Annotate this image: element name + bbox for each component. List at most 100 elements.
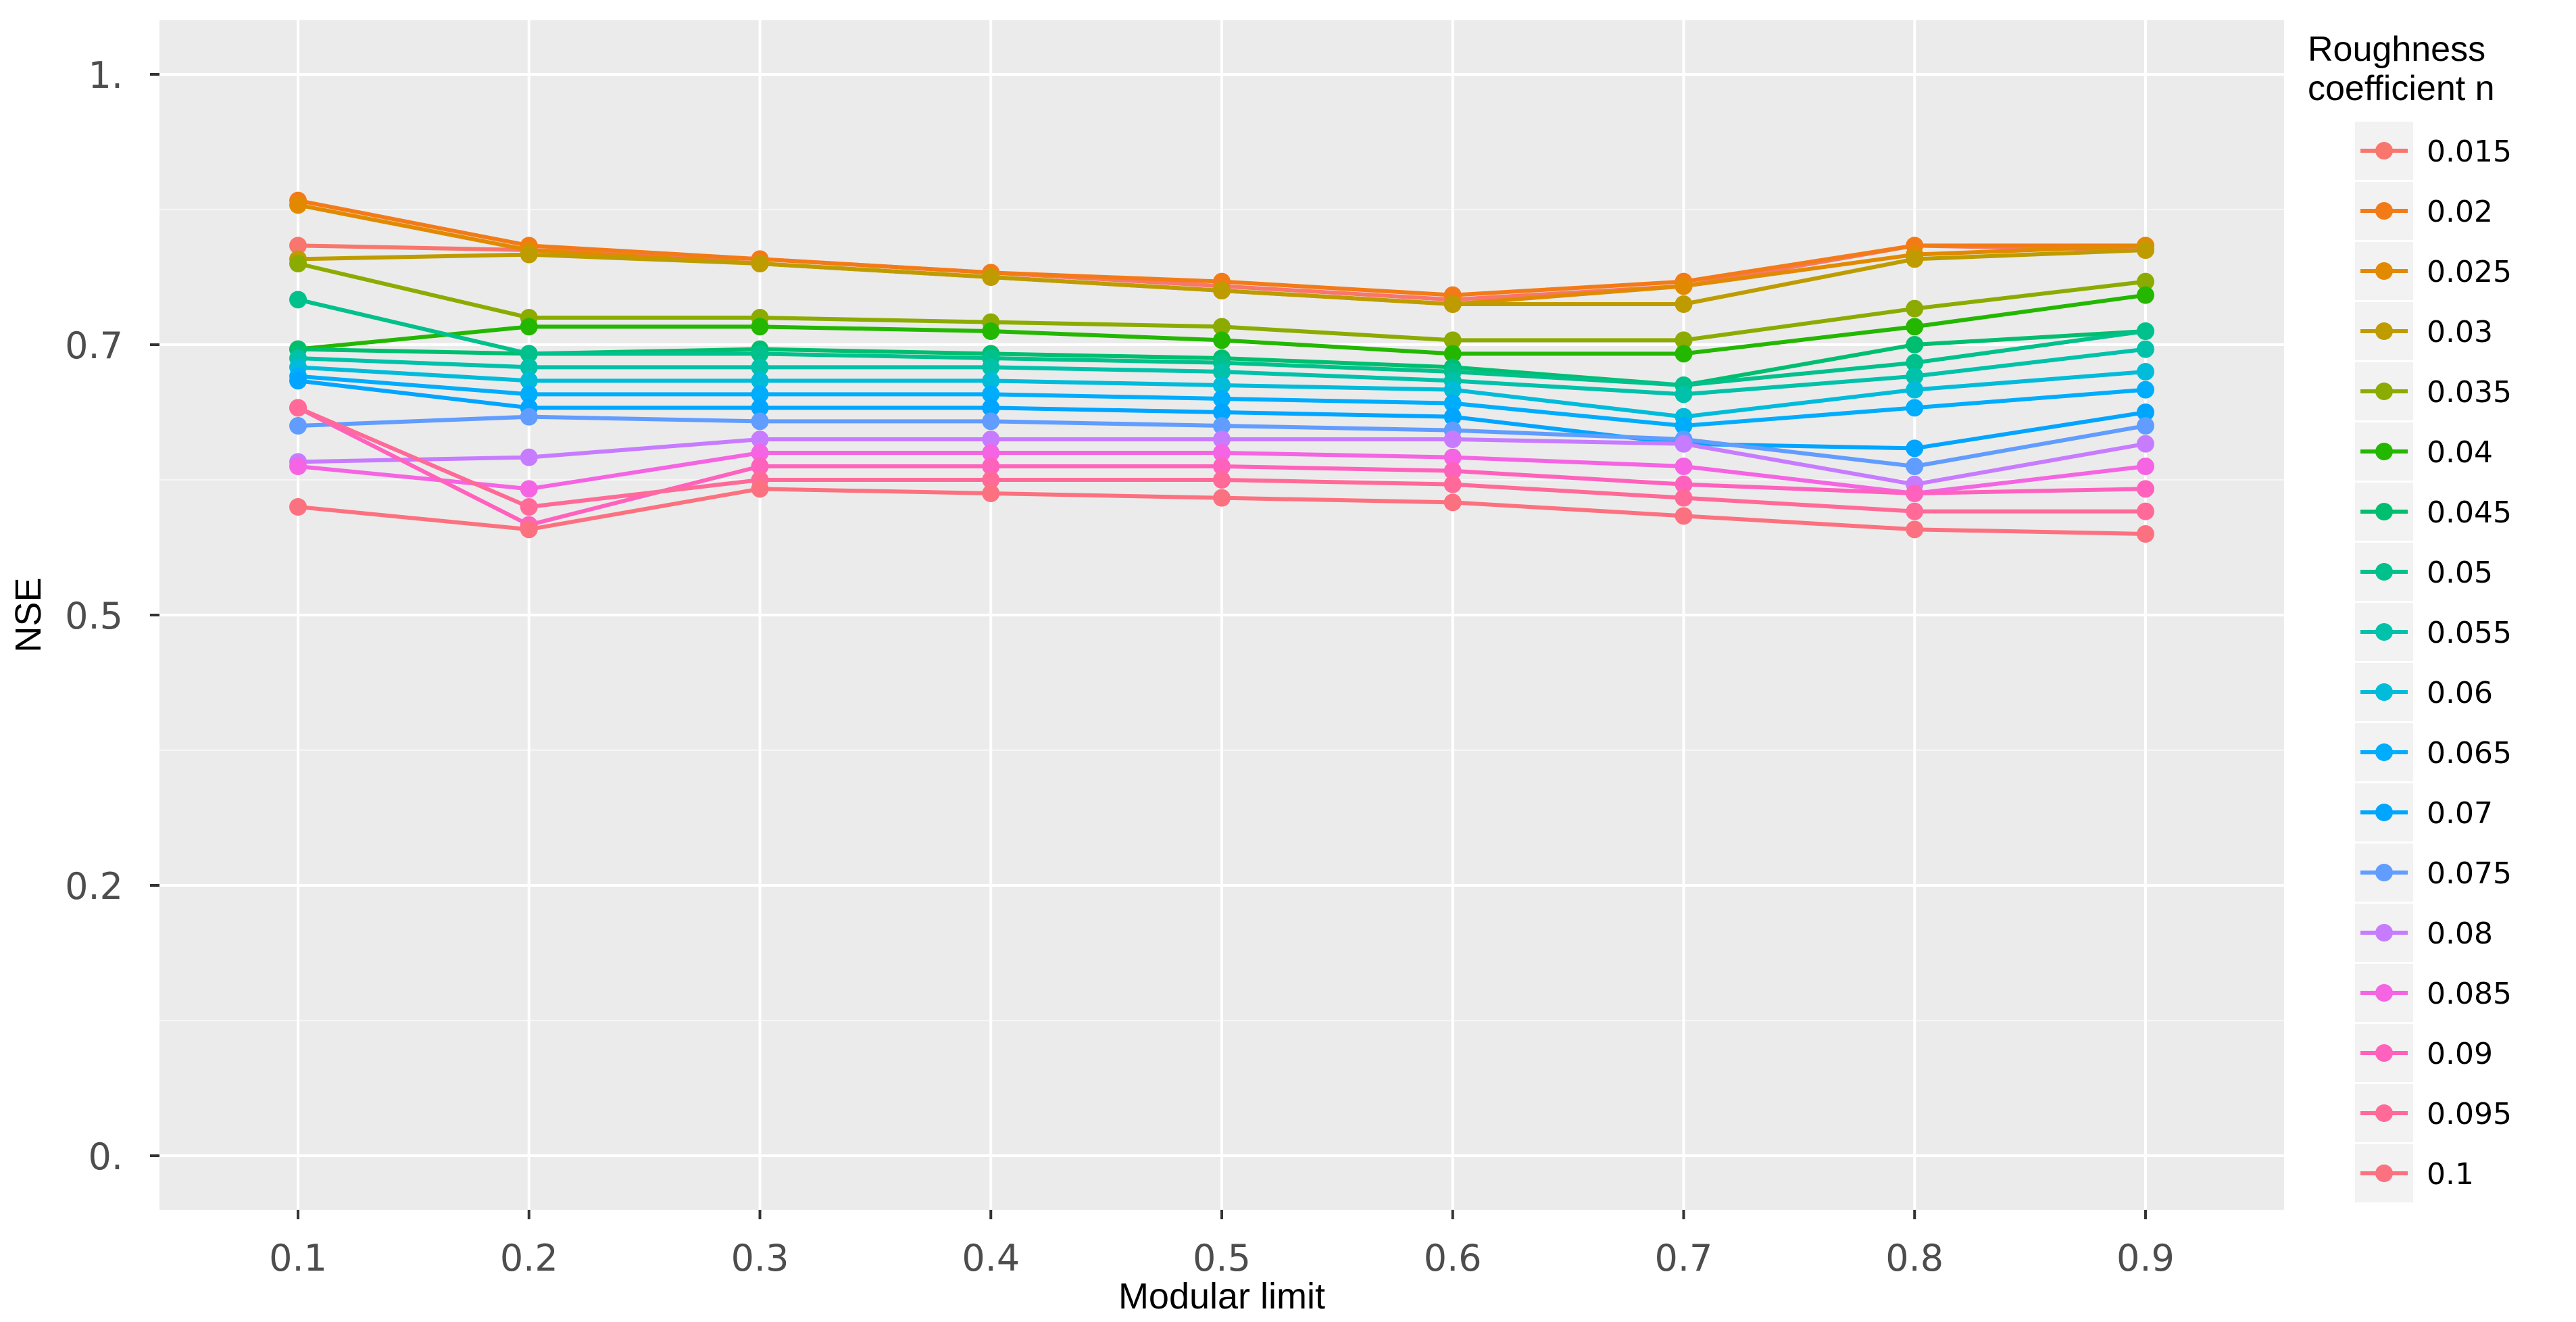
legend-item-0.055: 0.055 — [2355, 603, 2512, 661]
x-tick-label: 0.9 — [2116, 1237, 2175, 1279]
data-point — [751, 255, 769, 272]
legend-label: 0.055 — [2427, 616, 2512, 650]
data-point — [2136, 403, 2154, 421]
data-point — [1213, 417, 1231, 435]
x-tick-label: 0.4 — [962, 1237, 1020, 1279]
legend-key-point — [2375, 262, 2393, 280]
data-point — [1213, 376, 1231, 394]
data-point — [2136, 286, 2154, 304]
legend: Roughness coefficient n 0.015 0.02 0.025 0.… — [2308, 30, 2512, 1202]
series-0.035 — [289, 255, 2154, 349]
legend-label: 0.04 — [2427, 435, 2493, 470]
legend-item-0.085: 0.085 — [2355, 964, 2512, 1022]
data-point — [1675, 489, 1693, 507]
legend-key-point — [2375, 984, 2393, 1002]
legend-title-line-2: coefficient n — [2308, 69, 2495, 108]
legend-label: 0.075 — [2427, 856, 2512, 891]
data-point — [982, 458, 1000, 475]
series-0.09 — [289, 399, 2154, 534]
axes: 0. 0.2 0.5 0.7 1. 0.1 0.2 0.3 0.4 0.5 0.6 0.7 0.8 0.9 — [65, 54, 2175, 1279]
data-point — [751, 480, 769, 498]
data-point — [520, 245, 538, 264]
data-point — [1213, 431, 1231, 448]
legend-label: 0.045 — [2427, 495, 2512, 530]
legend-label: 0.015 — [2427, 134, 2512, 169]
legend-label: 0.03 — [2427, 315, 2493, 349]
legend-key-point — [2375, 1044, 2393, 1062]
data-point — [520, 318, 538, 336]
data-point — [520, 372, 538, 390]
data-point — [1906, 336, 1924, 353]
x-tick-label: 0.3 — [731, 1237, 789, 1279]
data-point — [751, 345, 769, 363]
legend-key-point — [2375, 804, 2393, 821]
x-tick-label: 0.2 — [500, 1237, 558, 1279]
legend-label: 0.09 — [2427, 1037, 2493, 1071]
data-point — [751, 399, 769, 417]
data-point — [1443, 462, 1462, 480]
data-point — [289, 399, 307, 417]
data-point — [751, 318, 769, 336]
data-point — [1213, 489, 1231, 507]
x-tick-label: 0.5 — [1193, 1237, 1251, 1279]
x-tick-label: 0.8 — [1885, 1237, 1943, 1279]
data-point — [751, 431, 769, 448]
data-point — [1675, 345, 1693, 363]
data-point — [520, 520, 538, 539]
data-point — [1443, 381, 1462, 399]
data-point — [751, 412, 769, 431]
data-point — [982, 322, 1000, 340]
data-point — [1213, 444, 1231, 462]
legend-key-point — [2375, 864, 2393, 881]
data-point — [520, 448, 538, 466]
legend-label: 0.065 — [2427, 736, 2512, 770]
data-point — [982, 358, 1000, 376]
legend-label: 0.095 — [2427, 1097, 2512, 1131]
data-point — [1675, 331, 1693, 349]
data-point — [2136, 417, 2154, 435]
legend-key-point — [2375, 202, 2393, 220]
data-point — [1443, 408, 1462, 426]
data-point — [2136, 363, 2154, 381]
x-tick-label: 0.7 — [1655, 1237, 1713, 1279]
data-point — [751, 444, 769, 462]
data-point — [289, 498, 307, 516]
data-point — [751, 358, 769, 376]
data-point — [289, 237, 307, 255]
data-point — [1906, 353, 1924, 372]
data-point — [1213, 403, 1231, 421]
data-point — [1906, 458, 1924, 475]
data-point — [1213, 331, 1231, 349]
data-point — [1213, 363, 1231, 381]
data-point — [751, 385, 769, 403]
data-point — [1675, 435, 1693, 453]
legend-item-0.015: 0.015 — [2355, 122, 2512, 180]
legend-label: 0.025 — [2427, 255, 2512, 289]
legend-item-0.095: 0.095 — [2355, 1084, 2512, 1142]
data-point — [289, 196, 307, 214]
data-point — [1906, 520, 1924, 539]
legend-key-point — [2375, 623, 2393, 641]
legend-item-0.08: 0.08 — [2355, 904, 2493, 962]
legend-label: 0.07 — [2427, 796, 2493, 831]
data-point — [1443, 431, 1462, 448]
data-point — [1213, 318, 1231, 336]
legend-key-point — [2375, 443, 2393, 460]
data-point — [1443, 394, 1462, 412]
series-lines — [289, 191, 2154, 543]
data-point — [2136, 458, 2154, 475]
x-tick-label: 0.1 — [269, 1237, 327, 1279]
data-point — [520, 385, 538, 403]
data-point — [982, 485, 1000, 502]
data-point — [751, 372, 769, 390]
data-point — [520, 345, 538, 363]
grid-lines — [159, 20, 2284, 1210]
data-point — [1443, 475, 1462, 493]
series-0.075 — [289, 408, 2154, 475]
data-point — [1443, 448, 1462, 466]
data-point — [1675, 277, 1693, 295]
data-point — [1906, 381, 1924, 399]
x-axis-title: Modular limit — [1118, 1276, 1325, 1317]
data-point — [982, 268, 1000, 286]
